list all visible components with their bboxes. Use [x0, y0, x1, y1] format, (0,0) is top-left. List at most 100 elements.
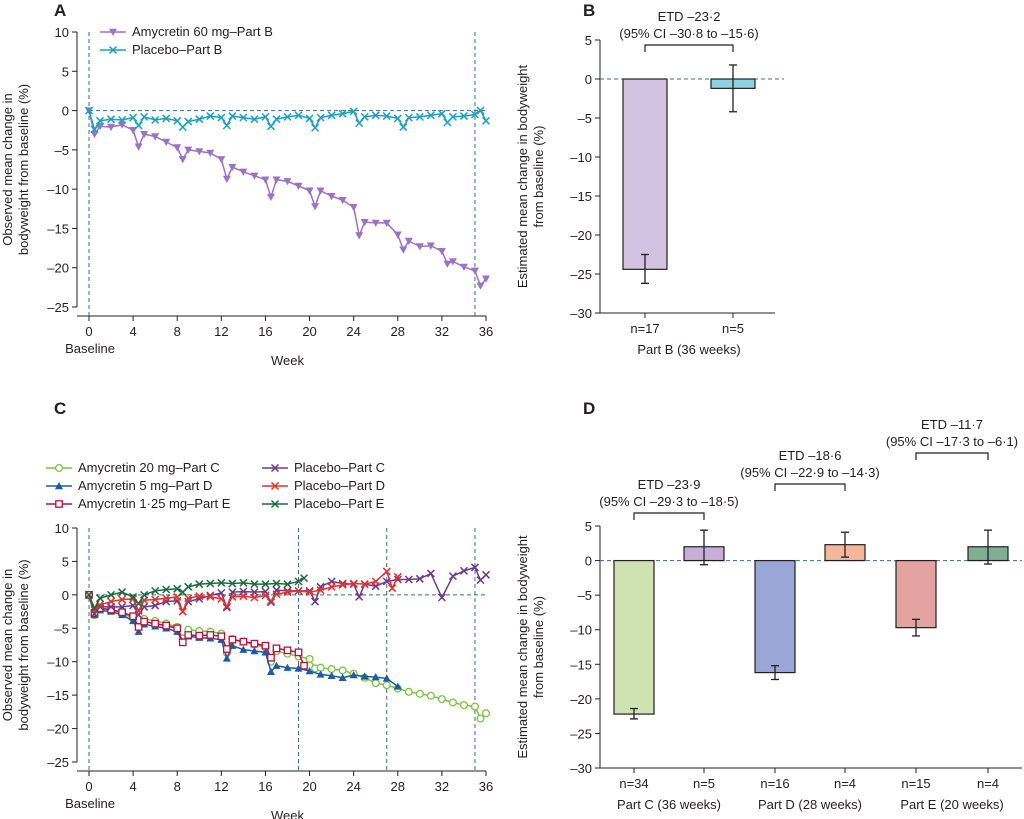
y-axis-title-d: Estimated mean change in bodyweight from … [515, 535, 546, 759]
data-point-c-1 [222, 654, 231, 662]
data-point-c-3 [118, 602, 127, 611]
etd-label-d: ETD –23·9 [638, 477, 701, 492]
data-point-a-0 [261, 176, 270, 184]
category-label-d: n=16 [760, 776, 789, 791]
data-point-c-2 [250, 639, 259, 648]
series-line-a-0 [88, 110, 487, 288]
data-point-c-3 [222, 603, 231, 612]
data-point-c-0 [305, 654, 314, 664]
data-point-a-0 [178, 156, 187, 164]
data-point-c-4 [316, 586, 325, 595]
data-point-a-0 [294, 182, 303, 190]
y-axis-title-c-line1: Observed mean change in [0, 569, 15, 721]
data-point-a-1 [228, 112, 237, 121]
category-label-d: n=34 [619, 776, 648, 791]
data-point-a-1 [239, 113, 248, 122]
data-point-c-3 [481, 570, 491, 579]
category-label-d: n=4 [977, 776, 999, 791]
data-point-c-4 [349, 579, 358, 588]
y-tick-label-b: –30 [570, 306, 592, 321]
data-point-c-0 [316, 663, 325, 672]
data-point-c-1 [272, 661, 281, 669]
data-point-c-4 [338, 580, 347, 589]
data-point-c-5 [90, 604, 99, 613]
data-point-c-1 [250, 647, 259, 655]
data-point-a-0 [118, 121, 127, 129]
baseline-label-c: Baseline [65, 796, 115, 811]
y-tick-label-c: –25 [47, 755, 69, 770]
data-point-a-0 [222, 175, 231, 183]
data-point-a-1 [316, 113, 325, 122]
data-point-a-0 [470, 267, 479, 275]
y-tick-label-c: 10 [55, 521, 69, 536]
data-point-a-1 [195, 115, 204, 124]
panel-a-line-chart: 10 5 0 –5 –10 –15 –20 –25 0 4 8 12 16 20 24 28 32 36 Basel… [0, 24, 493, 368]
y-tick-label-c: –20 [47, 722, 69, 737]
category-label-d: n=5 [693, 776, 715, 791]
data-point-a-1 [399, 123, 408, 132]
data-point-c-4 [134, 606, 143, 615]
data-point-c-0 [470, 702, 480, 711]
data-point-c-4 [327, 582, 336, 591]
data-point-c-4 [272, 590, 281, 599]
data-point-c-5 [95, 594, 105, 603]
y-tick-label-c: –5 [55, 621, 69, 636]
data-point-a-0 [382, 219, 391, 227]
y-tick-label-d: –20 [570, 692, 592, 707]
y-tick-label-b: –15 [570, 189, 592, 204]
data-point-a-0 [283, 178, 292, 186]
data-point-c-0 [327, 665, 336, 674]
x-axis-title-a: Week [271, 353, 304, 368]
data-point-c-4 [393, 572, 402, 581]
data-point-c-1 [327, 671, 336, 679]
data-point-c-0 [476, 714, 485, 723]
data-point-a-1 [415, 112, 424, 121]
legend-marker-c [270, 481, 280, 491]
y-tick-label-d: –30 [570, 761, 592, 776]
y-tick-label-a: –5 [55, 143, 69, 158]
data-point-c-2 [239, 637, 248, 646]
y-tick-label-d: 5 [585, 519, 592, 534]
y-tick-label-b: –5 [578, 111, 592, 126]
y-tick-label-a: 0 [62, 104, 69, 119]
data-point-c-1 [266, 667, 275, 675]
data-point-a-0 [371, 219, 380, 227]
category-label-b: n=5 [722, 321, 744, 336]
y-tick-label-a: –15 [47, 221, 69, 236]
category-label-b: n=17 [630, 321, 659, 336]
data-point-c-4 [195, 592, 204, 601]
data-point-c-0 [415, 689, 424, 698]
etd-label-d: ETD –18·6 [779, 448, 842, 463]
panel-label-c: C [54, 399, 66, 418]
data-point-a-1 [470, 110, 480, 119]
data-point-a-1 [129, 113, 138, 122]
data-point-a-0 [482, 275, 490, 283]
data-point-a-1 [118, 115, 127, 125]
data-point-c-2 [173, 624, 182, 633]
y-tick-label-b: –25 [570, 267, 592, 282]
legend-marker-c [55, 500, 63, 508]
data-point-a-1 [283, 112, 292, 121]
data-point-a-1 [184, 117, 193, 126]
data-point-c-0 [448, 698, 457, 707]
data-point-a-0 [250, 172, 259, 180]
data-point-c-5 [250, 580, 259, 589]
y-tick-label-a: –20 [47, 261, 69, 276]
y-tick-label-c: –10 [47, 655, 69, 670]
data-point-c-5 [206, 579, 215, 588]
panel-c-line-chart: 10 5 0 –5 –10 –15 –20 –25 0 4 8 12 16 20 24 28 32 36 Basel… [0, 460, 493, 819]
category-label-d: n=4 [834, 776, 856, 791]
data-point-c-1 [261, 648, 270, 656]
data-point-c-4 [305, 588, 314, 597]
data-point-c-4 [294, 586, 303, 595]
data-point-a-1 [404, 113, 413, 122]
data-point-a-0 [162, 138, 171, 146]
data-point-a-0 [426, 242, 435, 250]
data-point-c-3 [470, 563, 480, 572]
x-tick-label-c: 8 [174, 779, 181, 794]
data-point-c-3 [151, 601, 160, 610]
data-point-a-0 [316, 187, 325, 195]
data-point-a-1 [371, 111, 380, 120]
data-point-c-5 [261, 580, 270, 589]
